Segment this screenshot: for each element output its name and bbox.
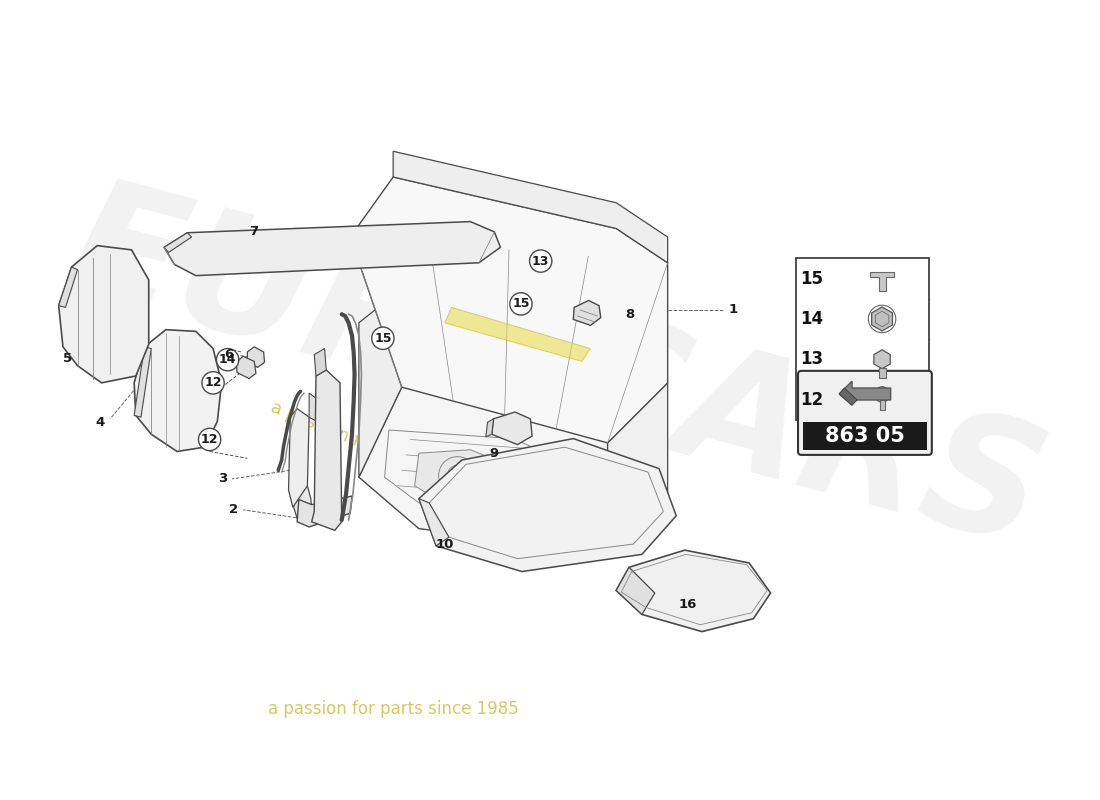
Polygon shape	[58, 267, 77, 307]
Text: 7: 7	[249, 225, 257, 238]
Bar	[879, 368, 886, 378]
Polygon shape	[359, 289, 402, 477]
Bar	[880, 399, 884, 410]
FancyBboxPatch shape	[798, 371, 932, 455]
Polygon shape	[616, 567, 654, 614]
Polygon shape	[164, 233, 191, 253]
Polygon shape	[607, 383, 668, 511]
Polygon shape	[839, 388, 857, 405]
Polygon shape	[444, 307, 591, 362]
Text: 15: 15	[513, 298, 530, 310]
Polygon shape	[573, 301, 601, 326]
Polygon shape	[393, 151, 668, 262]
Polygon shape	[839, 381, 891, 405]
Polygon shape	[134, 347, 152, 417]
Polygon shape	[236, 356, 256, 378]
Text: 13: 13	[532, 254, 549, 267]
Text: 4: 4	[96, 416, 104, 429]
Polygon shape	[419, 498, 449, 546]
Polygon shape	[134, 330, 221, 451]
Text: 12: 12	[201, 433, 219, 446]
Text: 2: 2	[229, 503, 239, 516]
Text: 8: 8	[625, 308, 635, 321]
Polygon shape	[58, 246, 148, 383]
Polygon shape	[616, 550, 771, 631]
Text: 6: 6	[224, 348, 233, 361]
Polygon shape	[870, 272, 894, 290]
Text: EUROCARS: EUROCARS	[52, 168, 1060, 581]
Bar	[803, 422, 926, 450]
Polygon shape	[415, 450, 500, 505]
Text: 3: 3	[218, 473, 227, 486]
Text: a passion for parts since 1985: a passion for parts since 1985	[267, 700, 518, 718]
Polygon shape	[873, 350, 890, 369]
Polygon shape	[492, 412, 532, 445]
Polygon shape	[419, 438, 676, 571]
Polygon shape	[164, 222, 501, 276]
Text: 15: 15	[800, 270, 823, 288]
Text: 863 05: 863 05	[825, 426, 905, 446]
Polygon shape	[297, 496, 352, 527]
Polygon shape	[288, 409, 309, 507]
Text: 16: 16	[679, 598, 696, 610]
Bar	[796, 258, 930, 420]
Circle shape	[874, 386, 890, 402]
Text: 1: 1	[728, 303, 737, 317]
Circle shape	[198, 428, 221, 450]
Circle shape	[202, 372, 224, 394]
Circle shape	[529, 250, 552, 272]
Text: 9: 9	[490, 446, 499, 460]
Polygon shape	[359, 387, 607, 546]
Polygon shape	[871, 307, 892, 331]
Polygon shape	[350, 177, 668, 443]
Circle shape	[509, 293, 532, 315]
Polygon shape	[248, 347, 264, 367]
Circle shape	[217, 349, 239, 371]
Polygon shape	[311, 370, 342, 530]
Polygon shape	[315, 349, 327, 376]
Text: 12: 12	[800, 390, 823, 409]
Text: 14: 14	[219, 353, 236, 366]
Circle shape	[372, 327, 394, 350]
Text: 13: 13	[800, 350, 823, 368]
Polygon shape	[294, 486, 312, 524]
Text: 15: 15	[374, 332, 392, 345]
Polygon shape	[309, 393, 324, 426]
Text: a passion for parts since 1985: a passion for parts since 1985	[267, 398, 518, 514]
Polygon shape	[486, 419, 494, 437]
Text: 12: 12	[205, 376, 222, 390]
Text: 14: 14	[800, 310, 823, 328]
Text: 10: 10	[436, 538, 454, 550]
Text: 5: 5	[63, 352, 72, 366]
